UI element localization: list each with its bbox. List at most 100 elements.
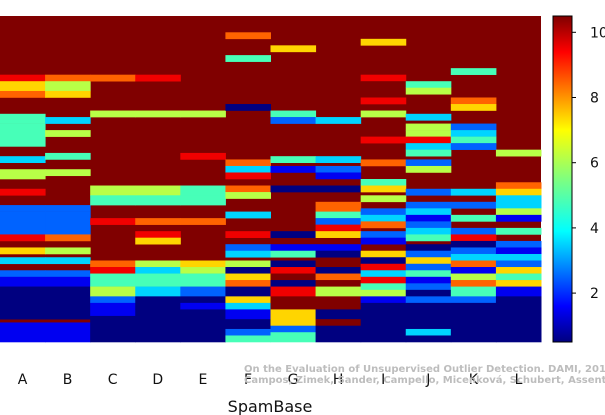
heatmap-cell-f	[225, 211, 271, 219]
x-tick-label: E	[198, 372, 207, 388]
heatmap-cell-a	[0, 270, 46, 278]
heatmap-cell-j	[405, 123, 452, 131]
heatmap-cell-g	[270, 332, 317, 343]
heatmap-cell-k	[450, 296, 497, 304]
heatmap-cell-l	[495, 227, 542, 235]
heatmap-cell-f	[225, 172, 271, 180]
heatmap-cell-h	[315, 273, 362, 281]
heatmap-cell-a	[0, 247, 46, 255]
heatmap-cell-k	[450, 247, 497, 255]
heatmap-cell-l	[495, 208, 542, 216]
x-tick-labels: A B C D E F G H I J K L	[18, 372, 523, 388]
heatmap-cell-i	[360, 231, 407, 238]
heatmap-cell-j	[405, 208, 452, 216]
heatmap-cell-j	[405, 201, 452, 209]
heatmap-cell-l	[495, 247, 542, 255]
heatmap-cell-j	[405, 263, 452, 271]
heatmap-cell-a	[0, 276, 46, 287]
x-tick-label: J	[425, 372, 430, 388]
heatmap-cell-b	[45, 205, 91, 212]
heatmap-cell-f	[225, 267, 271, 274]
x-tick-label: B	[63, 372, 73, 388]
heatmap-cell-h	[315, 260, 362, 268]
heatmap-cell-h	[315, 211, 362, 219]
heatmap-cell-g	[270, 117, 317, 124]
heatmap-cell-k	[450, 130, 497, 137]
credit-line-2: Campos, Zimek, Sander, Campello, Micenko…	[244, 374, 605, 386]
heatmap-cell-c	[90, 296, 136, 304]
heatmap-cell-h	[315, 250, 362, 258]
heatmap-cell-j	[405, 81, 452, 89]
heatmap-cell-i	[360, 38, 407, 46]
heatmap-cell-d	[135, 195, 181, 206]
heatmap-cell-f	[225, 335, 271, 343]
heatmap-cell-f	[225, 286, 271, 297]
heatmap-cell-i	[360, 97, 407, 105]
heatmap-cell-k	[450, 234, 497, 242]
heatmap-cell-l	[495, 280, 542, 287]
heatmap-cell-j	[405, 270, 452, 278]
heatmap-cell-f	[225, 296, 271, 304]
x-tick-label: G	[288, 372, 299, 388]
heatmap-cell-j	[405, 257, 452, 265]
heatmap-cell-b	[45, 74, 91, 82]
heatmap-cell-b	[45, 276, 91, 287]
heatmap-cell-f	[225, 32, 271, 40]
heatmap-cell-a	[0, 257, 46, 265]
heatmap-cell-j	[405, 296, 452, 304]
heatmap-cell-i	[360, 270, 407, 278]
heatmap-cell-h	[315, 201, 362, 212]
heatmap-cell-i	[360, 237, 407, 245]
colorbar-ticks: 2 4 6 8 10	[572, 25, 605, 302]
heatmap-cell-e	[180, 185, 226, 196]
heatmap-cell-i	[360, 263, 407, 271]
heatmap-cell-f	[225, 244, 271, 252]
heatmap-cell-g	[270, 286, 317, 297]
heatmap-cell-j	[405, 165, 452, 173]
heatmap-cell-l	[495, 182, 542, 190]
heatmap-cell-i	[360, 276, 407, 284]
heatmap-cell-b	[45, 322, 91, 343]
heatmap-cell-h	[315, 325, 362, 343]
heatmap-cell-h	[315, 244, 362, 252]
heatmap-cell-l	[495, 296, 542, 304]
colorbar-tick-label: 8	[590, 91, 599, 107]
heatmap-cell-j	[405, 244, 452, 252]
heatmap-cell-i	[360, 159, 407, 167]
heatmap-cell-j	[405, 335, 452, 343]
heatmap-cell-k	[450, 240, 497, 248]
heatmap-cell-a	[0, 205, 46, 212]
heatmap-cell-l	[495, 260, 542, 268]
heatmap-cell-f	[225, 250, 271, 258]
x-tick-label: C	[108, 372, 118, 388]
heatmap-cell-j	[405, 227, 452, 235]
heatmap-cell-l	[495, 188, 542, 196]
heatmap-cell-d	[135, 296, 181, 310]
x-tick-label: D	[152, 372, 163, 388]
heatmap-cell-i	[360, 296, 407, 304]
heatmap-cell-j	[405, 234, 452, 242]
heatmap-cell-e	[180, 302, 226, 310]
colorbar-tick-label: 2	[590, 286, 599, 302]
colorbar-tick-label: 10	[590, 25, 605, 41]
heatmap-cell-d	[135, 286, 181, 297]
heatmap-cell-f	[225, 302, 271, 310]
heatmap-cell-i	[360, 250, 407, 258]
heatmap-cell-j	[405, 188, 452, 196]
heatmap-cell-f	[225, 192, 271, 199]
heatmap-cell-i	[360, 81, 407, 92]
heatmap-cell-f	[225, 165, 271, 173]
heatmap-cell-i	[360, 302, 407, 343]
heatmap-cell-f	[225, 328, 271, 336]
heatmap-cell-a	[0, 286, 46, 320]
heatmap-cell-d	[135, 110, 181, 118]
heatmap-cell-l	[495, 240, 542, 248]
heatmap-cell-b	[45, 257, 91, 265]
heatmap-cell-g	[270, 309, 317, 326]
heatmap-cell-f	[225, 55, 271, 62]
heatmap-cell-h	[315, 117, 362, 124]
heatmap-cell-g	[270, 231, 317, 238]
heatmap-cell-b	[45, 169, 91, 177]
heatmap-cell-i	[360, 257, 407, 265]
heatmap-cell-j	[405, 302, 452, 330]
